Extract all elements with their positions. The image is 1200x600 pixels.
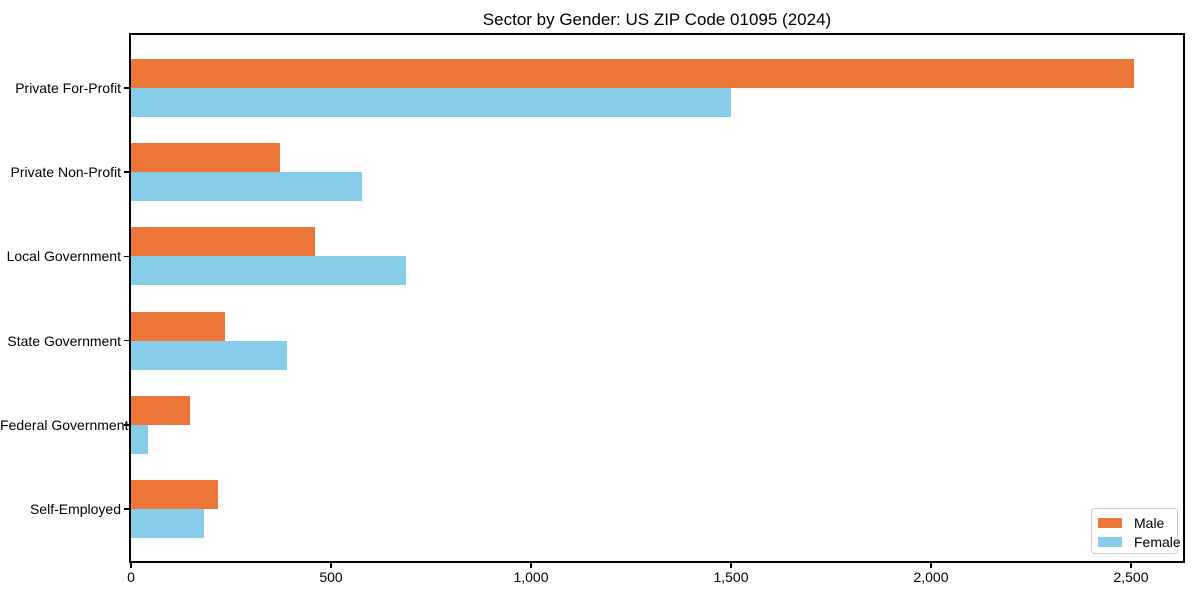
x-tick-label-1500: 1,500 (713, 569, 749, 585)
bar-male-federal-government (131, 395, 190, 425)
bar-male-private-for-profit (131, 59, 1134, 88)
bar-female-state-government (131, 340, 288, 370)
y-tick-label-private-for-profit: Private For-Profit (15, 80, 121, 96)
x-tick-mark-2000 (930, 563, 932, 568)
y-tick-label-federal-government: Federal Government (0, 416, 129, 433)
y-tick-mark-self-employed (124, 508, 129, 510)
y-tick-mark-federal-government (124, 424, 129, 426)
legend-entry-male: Male (1098, 513, 1177, 532)
x-tick-label-0: 0 (127, 569, 135, 585)
bar-female-local-government (131, 256, 406, 286)
x-tick-label-2500: 2,500 (1113, 569, 1149, 585)
x-tick-mark-1500 (730, 563, 732, 568)
x-tick-mark-500 (330, 563, 332, 568)
y-tick-label-self-employed: Self-Employed (29, 501, 121, 517)
plot-area (129, 33, 1185, 563)
legend-label-female: Female (1134, 533, 1181, 550)
x-tick-label-500: 500 (319, 569, 343, 585)
bar-female-self-employed (131, 509, 204, 538)
y-tick-label-state-government: State Government (7, 332, 121, 349)
x-tick-label-1000: 1,000 (513, 569, 549, 585)
bar-female-private-non-profit (131, 172, 363, 202)
y-tick-mark-private-for-profit (124, 87, 129, 89)
bar-male-local-government (131, 227, 315, 257)
x-tick-mark-2500 (1130, 563, 1132, 568)
y-tick-label-private-non-profit: Private Non-Profit (10, 164, 121, 181)
legend-entry-female: Female (1098, 532, 1181, 551)
legend-swatch-male-icon (1098, 517, 1122, 528)
bar-male-state-government (131, 311, 225, 341)
x-tick-mark-0 (130, 563, 132, 568)
bar-female-federal-government (131, 424, 148, 454)
x-tick-mark-1000 (530, 563, 532, 568)
bar-female-private-for-profit (131, 88, 731, 117)
y-tick-mark-private-non-profit (124, 171, 129, 173)
bar-male-self-employed (131, 480, 218, 509)
legend-label-male: Male (1134, 514, 1165, 531)
bar-male-private-non-profit (131, 143, 281, 173)
x-tick-label-2000: 2,000 (913, 569, 949, 585)
y-tick-label-local-government: Local Government (6, 248, 121, 265)
legend: Male Female (1091, 508, 1181, 554)
y-tick-mark-state-government (124, 339, 129, 342)
chart-title: Sector by Gender: US ZIP Code 01095 (202… (482, 10, 832, 29)
legend-swatch-female-icon (1098, 536, 1122, 547)
y-tick-mark-local-government (124, 255, 129, 258)
